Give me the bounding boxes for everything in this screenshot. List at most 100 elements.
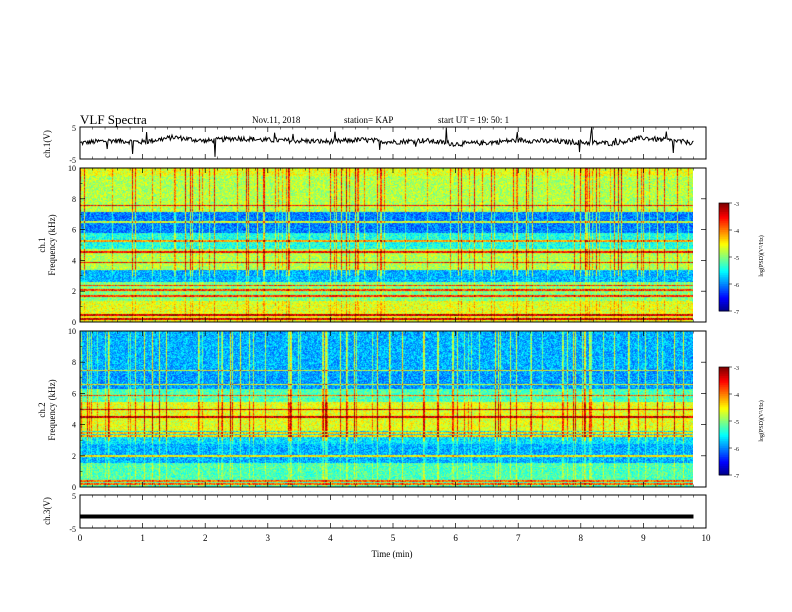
colorbar-segment <box>719 267 729 271</box>
y-tick-label: 2 <box>72 452 76 461</box>
colorbar-segment <box>719 422 729 426</box>
colorbar-segment <box>719 460 729 463</box>
colorbar-segment <box>719 282 729 285</box>
y-tick-label: 5 <box>72 492 76 501</box>
x-tick-label: 6 <box>453 533 458 543</box>
colorbar-segment <box>719 377 729 381</box>
colorbar-segment <box>719 249 729 253</box>
colorbar-segment <box>719 462 729 465</box>
colorbar-segment <box>719 390 729 393</box>
colorbar-segment <box>719 278 729 281</box>
colorbar-segment <box>719 403 729 406</box>
colorbar-segment <box>719 246 729 249</box>
y-tick-label: 6 <box>72 389 76 398</box>
colorbar-segment <box>719 309 729 312</box>
colorbar-segment <box>719 208 729 211</box>
colorbar-segment <box>719 239 729 242</box>
colorbar-segment <box>719 397 729 400</box>
colorbar-segment <box>719 276 729 280</box>
y-tick-label: 6 <box>72 226 76 235</box>
y-tick-label: 8 <box>72 195 76 204</box>
y-tick-label: 4 <box>72 421 76 430</box>
colorbar-segment <box>719 410 729 413</box>
colorbar-segment <box>719 419 729 422</box>
ch1-spec-ylabel-line2: Frequency (kHz) <box>47 214 57 275</box>
colorbar-tick-label: -4 <box>734 393 739 399</box>
y-tick-label: 5 <box>72 124 76 133</box>
colorbar-tick-label: -6 <box>734 283 739 289</box>
ch1-spec-ylabel-line1: ch.1 <box>37 237 47 252</box>
chart-station: station= KAP <box>344 115 393 125</box>
colorbar-segment <box>719 231 729 235</box>
ch1-spectrogram-panel: 0 2 4 6 8 10 <box>68 164 707 327</box>
x-tick-label: 9 <box>641 533 646 543</box>
colorbar-segment <box>719 430 729 433</box>
colorbar-segment <box>719 455 729 458</box>
colorbar-segment <box>719 383 729 386</box>
colorbar-segment <box>719 417 729 420</box>
colorbar-segment <box>719 388 729 391</box>
colorbar-segment <box>719 469 729 472</box>
colorbar-segment <box>719 412 729 415</box>
colorbar-tick-label: -5 <box>734 256 739 262</box>
colorbar-segment <box>719 449 729 453</box>
colorbar-segment <box>719 305 729 308</box>
colorbar-segment <box>719 251 729 254</box>
colorbar-segment <box>719 381 729 384</box>
colorbar-segment <box>719 219 729 222</box>
colorbar-segment <box>719 442 729 445</box>
colorbar-segment <box>719 264 729 267</box>
colorbar-segment <box>719 372 729 375</box>
colorbar-segment <box>719 226 729 229</box>
colorbar-segment <box>719 271 729 274</box>
colorbar-segment <box>719 285 729 289</box>
colorbar-segment <box>719 293 729 296</box>
x-tick-label: 1 <box>140 533 145 543</box>
colorbar-segment <box>719 368 729 372</box>
colorbar-segment <box>719 458 729 462</box>
colorbar-segment <box>719 408 729 411</box>
colorbar-segment <box>719 257 729 260</box>
colorbar-segment <box>719 385 729 388</box>
x-axis-label: Time (min) <box>372 549 413 559</box>
ch1-colorbar: -3 -4 -5 -6 -7 <box>718 202 739 316</box>
colorbar-segment <box>719 399 729 402</box>
colorbar-segment <box>719 248 729 251</box>
colorbar-tick-label: -3 <box>734 202 739 208</box>
colorbar-segment <box>719 376 729 379</box>
y-tick-label: 10 <box>68 327 76 336</box>
colorbar-segment <box>719 406 729 409</box>
colorbar-segment <box>719 307 729 310</box>
colorbar-segment <box>719 415 729 418</box>
colorbar-segment <box>719 275 729 278</box>
colorbar-segment <box>719 260 729 263</box>
y-tick-label: 0 <box>72 318 76 327</box>
spectrogram-image <box>80 331 693 487</box>
colorbar-segment <box>719 392 729 395</box>
colorbar-segment <box>719 464 729 467</box>
colorbar-segment <box>719 221 729 224</box>
chart-date: Nov.11, 2018 <box>252 115 301 125</box>
colorbar-segment <box>719 437 729 440</box>
colorbar-segment <box>719 467 729 471</box>
colorbar-segment <box>719 421 729 424</box>
colorbar-segment <box>719 426 729 429</box>
x-tick-label: 7 <box>516 533 521 543</box>
colorbar-segment <box>719 215 729 218</box>
ch2-colorbar: -3 -4 -5 -6 -7 <box>718 366 739 480</box>
colorbar-segment <box>719 273 729 276</box>
colorbar-segment <box>719 204 729 208</box>
ch2-spec-ylabel-line2: Frequency (kHz) <box>47 379 57 440</box>
colorbar-segment <box>719 439 729 442</box>
colorbar-segment <box>719 244 729 247</box>
colorbar-segment <box>719 374 729 377</box>
colorbar-segment <box>719 255 729 258</box>
colorbar-tick-label: -7 <box>734 310 739 316</box>
colorbar-segment <box>719 237 729 240</box>
colorbar-segment <box>719 435 729 438</box>
colorbar-segment <box>719 367 729 370</box>
y-tick-label: 10 <box>68 164 76 173</box>
colorbar-segment <box>719 451 729 454</box>
colorbar-segment <box>719 453 729 456</box>
colorbar-segment <box>719 289 729 292</box>
